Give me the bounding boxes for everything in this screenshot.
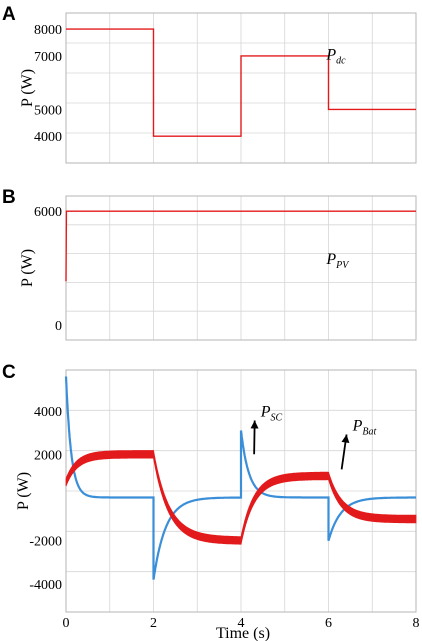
x-tick-label: 4 — [238, 616, 245, 631]
panel-B: B 0 6000 P (W) PPV — [2, 187, 417, 341]
series-ppv-line — [65, 210, 416, 282]
y-tick-label: 5000 — [34, 103, 62, 118]
annotation-subscript: PV — [335, 260, 350, 271]
y-axis-label: P (W) — [19, 249, 36, 287]
y-tick-label: 4000 — [34, 405, 62, 420]
x-tick-label: 2 — [150, 616, 157, 631]
series-annotation: PBat — [352, 418, 377, 438]
annotation-subscript: dc — [336, 56, 346, 67]
y-tick-label: -2000 — [29, 535, 62, 550]
annotation-subscript: Bat — [362, 427, 376, 438]
series-annotation: PSC — [260, 403, 283, 423]
panel-A: A 4000 5000 7000 8000 P (W) Pdc — [2, 4, 417, 164]
panel-label: C — [2, 362, 16, 383]
y-tick-label: 0 — [55, 319, 62, 334]
y-tick-label: 6000 — [34, 205, 62, 220]
x-tick-label: 8 — [413, 616, 420, 631]
arrow-head — [341, 434, 350, 443]
y-tick-label: 2000 — [34, 448, 62, 463]
panel-label: B — [2, 187, 16, 208]
y-tick-label: 4000 — [34, 130, 62, 145]
y-axis-label: P (W) — [19, 69, 36, 107]
plot-frame — [65, 12, 417, 164]
series-pbat-band — [65, 450, 417, 545]
annotation-symbol: P — [325, 47, 336, 64]
y-tick-label: -4000 — [29, 578, 62, 593]
x-tick-label: 6 — [325, 616, 332, 631]
x-axis-label: Time (s) — [216, 625, 270, 641]
grid — [66, 196, 416, 340]
annotation-symbol: P — [325, 251, 336, 268]
y-tick-label: 7000 — [34, 50, 62, 65]
plot-frame — [65, 369, 417, 613]
annotation-subscript: SC — [270, 412, 282, 423]
arrow-head — [250, 420, 259, 429]
y-tick-label: 8000 — [34, 23, 62, 38]
series-psc-line — [64, 376, 416, 580]
series-pdc-line — [66, 28, 416, 137]
x-tick-label: 0 — [63, 616, 70, 631]
annotation-symbol: P — [352, 418, 363, 435]
series-annotation: PPV — [325, 251, 350, 271]
y-axis-label: P (W) — [15, 472, 32, 510]
series-annotation: Pdc — [325, 47, 346, 67]
annotation-symbol: P — [260, 403, 271, 420]
panel-label: A — [2, 4, 16, 25]
